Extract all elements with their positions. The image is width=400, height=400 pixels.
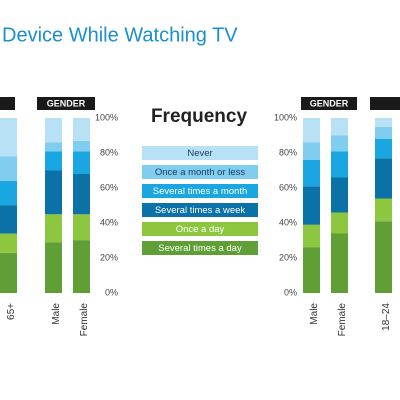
bar-segment bbox=[73, 151, 90, 174]
bar-segment bbox=[375, 139, 392, 159]
group-header bbox=[301, 97, 357, 110]
y-tick-label: 0% bbox=[105, 287, 118, 297]
y-tick-label: 100% bbox=[274, 112, 297, 122]
bar-segment bbox=[331, 177, 348, 213]
legend-title: Frequency bbox=[151, 106, 248, 127]
bar-segment bbox=[45, 151, 62, 171]
bar-segment bbox=[45, 142, 62, 152]
bar-segment bbox=[303, 118, 320, 143]
bar-segment bbox=[303, 186, 320, 225]
title: Device While Watching TV bbox=[2, 24, 238, 46]
group-header bbox=[37, 97, 95, 110]
bar-segment bbox=[331, 233, 348, 293]
bar-segment bbox=[45, 214, 62, 243]
bar-segment bbox=[331, 135, 348, 152]
legend-label: Several times a month bbox=[153, 186, 248, 197]
legend-swatch bbox=[142, 146, 258, 160]
y-tick-label: 60% bbox=[279, 182, 297, 192]
y-tick-label: 80% bbox=[279, 147, 297, 157]
bar-segment bbox=[375, 118, 392, 127]
bar-segment bbox=[0, 118, 17, 157]
bar-segment bbox=[303, 224, 320, 248]
x-tick-label: 18–24 bbox=[381, 303, 392, 331]
y-tick-label: 20% bbox=[100, 252, 118, 262]
y-tick-label: 40% bbox=[100, 217, 118, 227]
y-tick-label: 80% bbox=[100, 147, 118, 157]
x-tick-label: Male bbox=[309, 303, 320, 325]
bar-segment bbox=[375, 126, 392, 139]
legend-label: Several times a week bbox=[155, 205, 246, 216]
bar-segment bbox=[0, 252, 17, 293]
bar-segment bbox=[331, 151, 348, 178]
legend-swatch bbox=[142, 165, 258, 179]
bar-segment bbox=[45, 170, 62, 215]
bar-segment bbox=[0, 233, 17, 253]
legend-swatch bbox=[142, 184, 258, 198]
bar-segment bbox=[303, 247, 320, 293]
bar-segment bbox=[0, 156, 17, 181]
y-tick-label: 20% bbox=[279, 252, 297, 262]
legend-swatch bbox=[142, 222, 258, 236]
legend-label: Once a month or less bbox=[155, 167, 246, 178]
legend-label: Several times a day bbox=[158, 243, 242, 254]
bar-segment bbox=[73, 240, 90, 293]
legend-swatch bbox=[142, 203, 258, 217]
bar-segment bbox=[303, 160, 320, 187]
y-tick-label: 40% bbox=[279, 217, 297, 227]
bar-segment bbox=[331, 212, 348, 234]
bar-segment bbox=[73, 118, 90, 141]
legend-label: Once a day bbox=[176, 224, 225, 235]
bar-segment bbox=[45, 118, 62, 143]
group-header-label: GENDER bbox=[310, 98, 349, 108]
bar-segment bbox=[45, 242, 62, 293]
group-header bbox=[0, 97, 15, 110]
x-tick-label: 65+ bbox=[6, 303, 17, 320]
bar-segment bbox=[375, 221, 392, 293]
bar-segment bbox=[375, 158, 392, 199]
bar-segment bbox=[73, 174, 90, 215]
bar-segment bbox=[331, 118, 348, 136]
bar-segment bbox=[73, 140, 90, 152]
x-tick-label: Male bbox=[51, 303, 62, 325]
legend-label: Never bbox=[187, 148, 212, 159]
legend-swatch bbox=[142, 241, 258, 255]
group-header bbox=[370, 97, 400, 110]
bar-segment bbox=[303, 142, 320, 160]
bar-segment bbox=[375, 198, 392, 222]
y-tick-label: 0% bbox=[284, 287, 297, 297]
y-tick-label: 100% bbox=[95, 112, 118, 122]
y-tick-label: 60% bbox=[100, 182, 118, 192]
bar-segment bbox=[0, 181, 17, 206]
group-header-label: GENDER bbox=[47, 98, 86, 108]
bar-segment bbox=[73, 214, 90, 241]
x-tick-label: Female bbox=[337, 303, 348, 337]
bar-segment bbox=[0, 205, 17, 234]
x-tick-label: Female bbox=[79, 303, 90, 337]
